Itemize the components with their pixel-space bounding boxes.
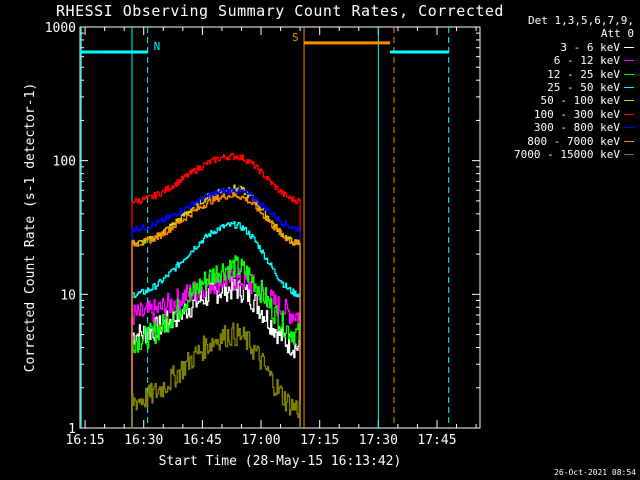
series-line-6 — [131, 187, 301, 428]
legend-swatch — [624, 87, 634, 89]
legend-entry: 800 - 7000 keV — [514, 135, 634, 148]
y-tick-label: 100 — [53, 155, 76, 170]
x-axis-label: Start Time (28-May-15 16:13:42) — [158, 454, 402, 469]
series-line-8 — [131, 322, 301, 428]
chart-title: RHESSI Observing Summary Count Rates, Co… — [56, 2, 504, 20]
legend-entry: 7000 - 15000 keV — [514, 148, 634, 161]
legend-entry-label: 800 - 7000 keV — [527, 134, 620, 148]
legend-entry: 50 - 100 keV — [514, 94, 634, 107]
series-line-1 — [131, 267, 301, 428]
legend-swatch — [624, 140, 634, 142]
legend-entry: 300 - 800 keV — [514, 121, 634, 134]
legend-header-line1: Det 1,3,5,6,7,9, — [528, 14, 634, 27]
y-axis-label: Corrected Count Rate (s-1 detector-1) — [23, 83, 38, 373]
legend-header-line2: Att 0 — [600, 27, 634, 41]
x-tick-label: 17:15 — [300, 433, 339, 448]
legend-entry: 25 - 50 keV — [514, 81, 634, 94]
legend-entry-label: 7000 - 15000 keV — [514, 148, 620, 162]
flag-label: N — [154, 40, 161, 53]
series-line-7 — [131, 192, 301, 428]
x-tick-label: 17:30 — [359, 433, 398, 448]
y-tick-label: 1 — [68, 422, 76, 437]
legend-entry-label: 6 - 12 keV — [553, 54, 620, 68]
x-tick-label: 17:00 — [241, 433, 280, 448]
legend-swatch — [624, 60, 634, 62]
y-tick-label: 1000 — [45, 21, 76, 36]
flag-label: S — [292, 31, 299, 44]
legend-swatch — [624, 127, 634, 129]
legend-entry-label: 25 - 50 keV — [547, 81, 620, 95]
legend-swatch — [624, 154, 634, 156]
x-tick-label: 17:45 — [417, 433, 456, 448]
legend-entry: 100 - 300 keV — [514, 108, 634, 121]
legend-entry-label: 12 - 25 keV — [547, 67, 620, 81]
legend-entry-label: 100 - 300 keV — [533, 107, 620, 121]
legend-swatch — [624, 73, 634, 75]
legend-entry-label: 50 - 100 keV — [540, 94, 620, 108]
legend-entry-label: 300 - 800 keV — [533, 121, 620, 135]
legend-swatch — [624, 100, 634, 102]
plot-frame — [79, 26, 481, 429]
timestamp: 26-Oct-2021 08:54 — [554, 468, 636, 477]
legend-entry-label: 3 - 6 keV — [560, 40, 620, 54]
x-tick-label: 16:30 — [124, 433, 163, 448]
series-line-2 — [131, 255, 301, 428]
x-tick-label: 16:15 — [66, 433, 105, 448]
legend: Det 1,3,5,6,7,9, Att 0 3 - 6 keV 6 - 12 k… — [514, 14, 634, 161]
legend-swatch — [624, 46, 634, 48]
legend-entry: 6 - 12 keV — [514, 54, 634, 67]
series-line-5 — [131, 152, 301, 428]
legend-swatch — [624, 113, 634, 115]
legend-entry: 3 - 6 keV — [514, 41, 634, 54]
series-line-3 — [131, 221, 301, 428]
x-tick-label: 16:45 — [183, 433, 222, 448]
y-tick-label: 10 — [60, 288, 76, 303]
legend-entry: 12 - 25 keV — [514, 68, 634, 81]
